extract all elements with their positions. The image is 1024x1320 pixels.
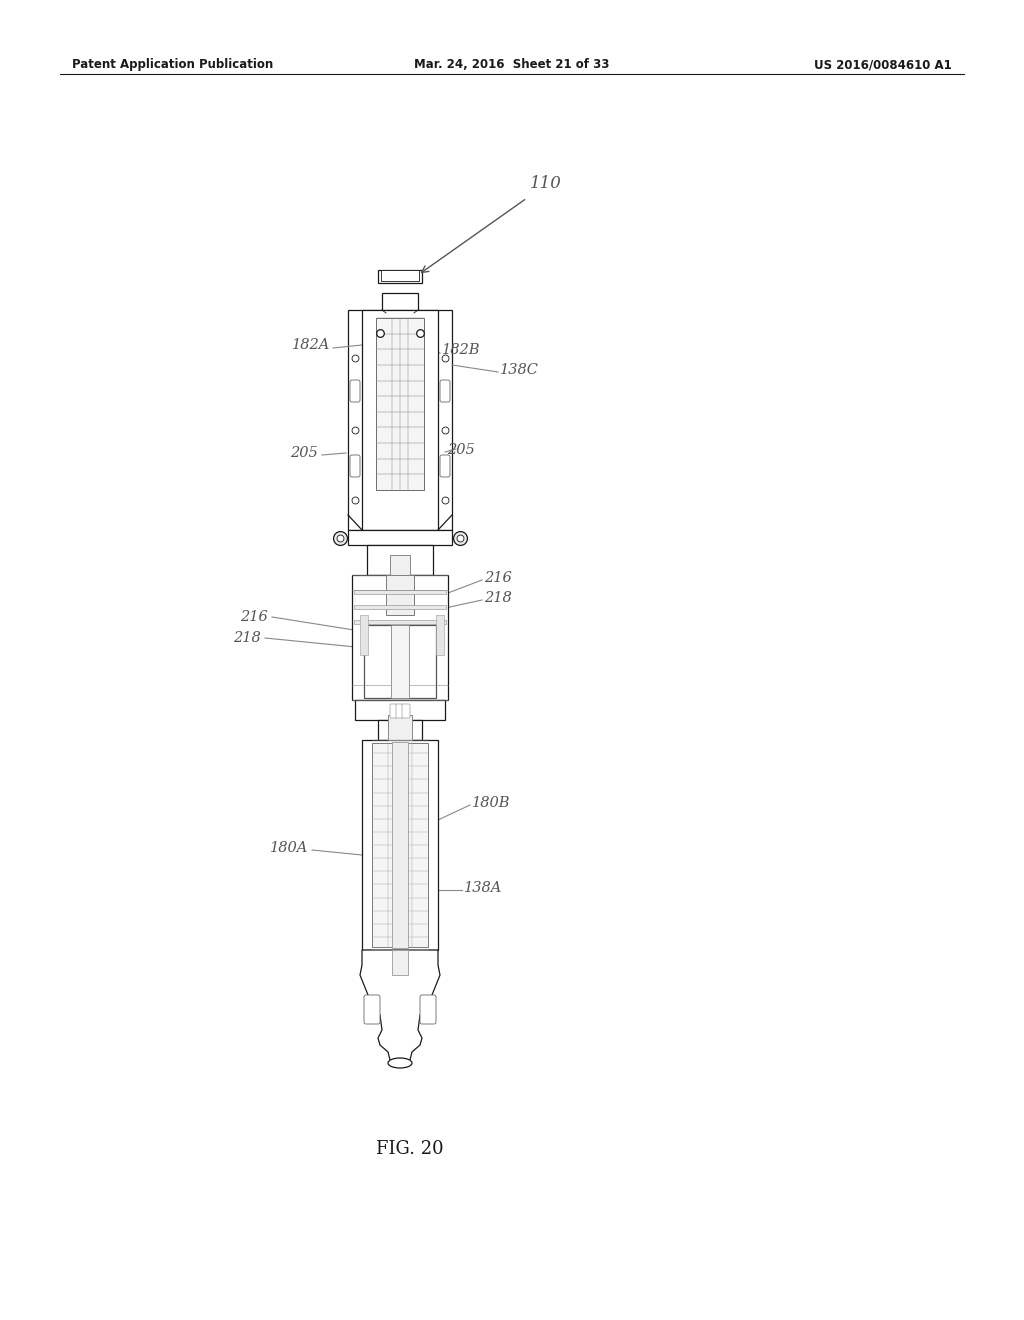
Bar [354,605,446,609]
Bar [362,741,438,950]
FancyBboxPatch shape [440,455,450,477]
Bar [348,310,452,531]
FancyBboxPatch shape [350,455,360,477]
Bar [348,531,452,545]
Ellipse shape [388,1059,412,1068]
PathPatch shape [360,950,440,1060]
Bar [354,590,446,594]
Text: 180A: 180A [269,841,308,855]
Text: 110: 110 [530,174,562,191]
FancyBboxPatch shape [440,380,450,403]
Bar [376,318,424,490]
FancyBboxPatch shape [350,380,360,403]
Bar [355,700,445,719]
Bar [367,545,433,576]
Text: 205: 205 [290,446,318,459]
Bar [392,950,408,975]
Bar [378,271,422,282]
Text: 182A: 182A [292,338,330,352]
Bar [382,293,418,310]
Bar [381,271,419,281]
Bar [392,742,408,948]
Text: 216: 216 [241,610,268,624]
Bar [391,624,409,698]
FancyBboxPatch shape [396,704,404,718]
Text: 180B: 180B [472,796,511,810]
Bar [360,615,368,655]
Bar [352,576,449,700]
FancyBboxPatch shape [402,704,410,718]
Text: 205: 205 [447,444,475,457]
FancyBboxPatch shape [420,995,436,1024]
Text: 138A: 138A [464,880,503,895]
Bar [388,715,412,741]
Bar [386,576,414,615]
Bar [390,554,410,579]
Text: Mar. 24, 2016  Sheet 21 of 33: Mar. 24, 2016 Sheet 21 of 33 [415,58,609,71]
Text: 218: 218 [233,631,261,645]
Text: 138C: 138C [500,363,539,378]
Bar [378,719,422,741]
FancyBboxPatch shape [390,704,398,718]
Bar [372,743,428,946]
Text: 218: 218 [484,591,512,605]
Text: FIG. 20: FIG. 20 [376,1140,443,1158]
Bar [436,615,444,655]
Text: 216: 216 [484,572,512,585]
Bar [364,624,436,698]
Text: Patent Application Publication: Patent Application Publication [72,58,273,71]
Text: 182B: 182B [442,343,480,356]
Bar [362,310,438,531]
FancyBboxPatch shape [364,995,380,1024]
Text: US 2016/0084610 A1: US 2016/0084610 A1 [814,58,952,71]
Bar [354,620,446,624]
